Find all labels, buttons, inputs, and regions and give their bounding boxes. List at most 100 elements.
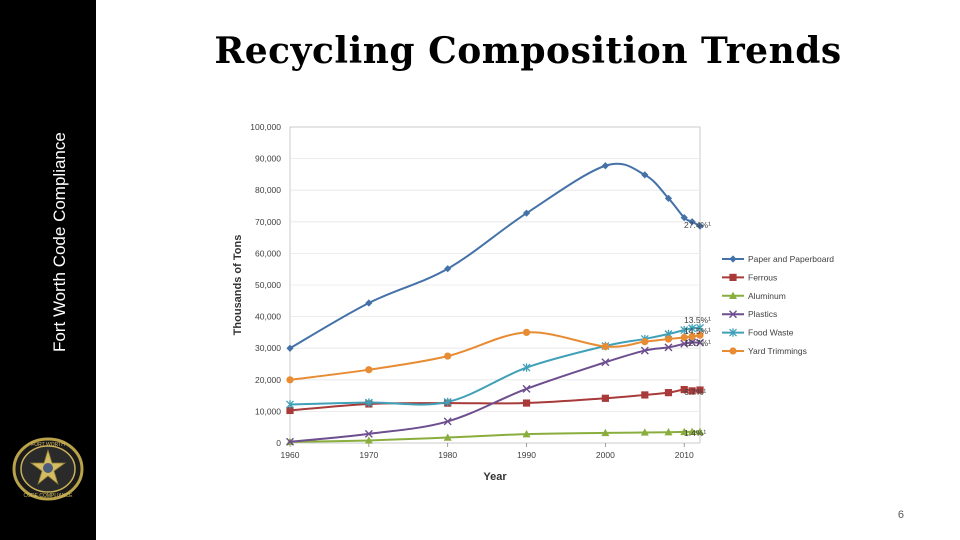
legend-marker-aluminum-shape xyxy=(729,291,737,299)
legend-marker-yard xyxy=(729,347,737,355)
data-point-ferrous xyxy=(286,406,294,415)
data-point-plastics xyxy=(443,417,452,426)
data-point-plastics-shape xyxy=(286,437,294,446)
data-point-ferrous xyxy=(601,394,609,402)
end-label-plastics: 12.7%¹ xyxy=(684,338,711,348)
series-line-aluminum xyxy=(289,430,701,443)
badge-text-top: FORT WORTH xyxy=(31,442,65,448)
legend-label-ferrous: Ferrous xyxy=(748,272,777,282)
end-label-ferrous: 6.7%¹ xyxy=(684,387,706,397)
y-tick-label: 30,000 xyxy=(255,343,281,353)
data-point-plastics-shape xyxy=(664,343,673,352)
x-tick-label: 1990 xyxy=(517,450,536,460)
y-tick-label: 90,000 xyxy=(255,154,281,164)
end-label-yard: 13.5%¹ xyxy=(684,315,711,325)
data-point-yard-shape xyxy=(696,331,704,339)
x-tick-label: 2000 xyxy=(596,450,615,460)
y-tick-label: 60,000 xyxy=(255,248,281,258)
data-point-food xyxy=(443,397,452,407)
y-tick-label: 0 xyxy=(276,438,281,448)
data-point-plastics-shape xyxy=(522,384,531,393)
data-point-paper-shape xyxy=(641,171,649,179)
end-label-paper: 27.4%¹ xyxy=(684,220,711,230)
x-axis-title: Year xyxy=(483,471,507,483)
data-point-aluminum xyxy=(680,427,689,436)
data-point-paper xyxy=(522,209,531,217)
series-line-plastics xyxy=(289,341,701,443)
data-point-aluminum-shape xyxy=(522,429,531,438)
legend-label-aluminum: Aluminum xyxy=(748,291,786,301)
data-point-yard xyxy=(522,328,531,336)
slide-title: Recycling Composition Trends xyxy=(214,30,842,72)
data-point-aluminum xyxy=(688,427,697,436)
data-point-food-shape xyxy=(696,323,704,333)
page-number: 6 xyxy=(897,509,904,521)
data-point-paper-shape xyxy=(696,222,704,230)
data-point-ferrous xyxy=(696,386,704,394)
legend-label-paper: Paper and Paperboard xyxy=(748,254,834,264)
data-point-paper-shape xyxy=(522,209,531,217)
data-point-paper xyxy=(680,214,688,222)
data-point-plastics xyxy=(640,346,649,355)
data-point-ferrous xyxy=(522,399,531,407)
data-point-paper-shape xyxy=(680,214,688,222)
legend-marker-aluminum xyxy=(729,291,737,299)
legend-marker-ferrous-shape xyxy=(729,273,737,281)
data-point-plastics-shape xyxy=(640,346,649,355)
data-point-paper-shape xyxy=(286,344,294,352)
data-point-ferrous-shape xyxy=(680,385,688,394)
data-point-aluminum-shape xyxy=(680,427,689,436)
badge-text-bottom: CODE COMPLIANCE xyxy=(24,493,74,499)
data-point-plastics xyxy=(696,338,704,347)
series-line-ferrous xyxy=(289,388,701,412)
data-point-food xyxy=(286,400,294,409)
data-point-ferrous-shape xyxy=(522,399,531,407)
data-point-food xyxy=(364,398,373,407)
data-point-food-shape xyxy=(688,324,697,333)
legend-marker-paper-shape xyxy=(729,255,737,263)
data-point-aluminum xyxy=(364,436,373,444)
data-point-paper xyxy=(696,222,704,230)
sidebar: Fort Worth Code Compliance FORT WORTH CO… xyxy=(0,0,96,540)
data-point-paper xyxy=(688,218,696,226)
data-point-yard-shape xyxy=(444,352,452,360)
data-point-food-shape xyxy=(286,400,294,409)
data-point-yard xyxy=(444,352,452,360)
legend-label-food: Food Waste xyxy=(748,328,794,338)
data-point-ferrous xyxy=(680,385,688,394)
x-tick-label: 1960 xyxy=(281,450,300,460)
legend-label-yard: Yard Trimmings xyxy=(748,346,807,356)
data-point-plastics xyxy=(680,339,689,348)
data-point-paper-shape xyxy=(601,162,609,170)
data-point-plastics-shape xyxy=(443,417,452,426)
data-point-ferrous xyxy=(641,391,649,399)
data-point-aluminum-shape xyxy=(688,427,697,436)
data-point-ferrous-shape xyxy=(641,391,649,399)
end-label-food: 14.5%¹ xyxy=(684,326,711,336)
y-axis-title: Thousands of Tons xyxy=(232,235,244,336)
data-point-aluminum xyxy=(696,427,704,436)
data-point-food-shape xyxy=(364,398,373,407)
data-point-aluminum-shape xyxy=(696,427,704,436)
data-point-aluminum xyxy=(522,429,531,438)
data-point-yard-shape xyxy=(641,338,649,346)
y-tick-label: 50,000 xyxy=(255,280,281,290)
data-point-yard xyxy=(365,366,373,374)
data-point-yard-shape xyxy=(664,335,673,343)
legend-marker-yard-shape xyxy=(729,347,737,355)
data-point-plastics xyxy=(688,338,697,347)
data-point-aluminum-shape xyxy=(601,428,610,437)
legend-marker-paper xyxy=(729,255,737,263)
data-point-yard xyxy=(601,342,609,351)
badge-center xyxy=(43,463,53,473)
data-point-yard-shape xyxy=(680,333,688,342)
data-point-food xyxy=(696,323,704,333)
y-tick-label: 40,000 xyxy=(255,312,281,322)
legend-label-plastics: Plastics xyxy=(748,309,777,319)
data-point-ferrous xyxy=(664,389,673,397)
legend-marker-ferrous xyxy=(729,273,737,281)
data-point-yard-shape xyxy=(522,328,531,336)
data-point-food-shape xyxy=(522,363,531,372)
data-point-plastics-shape xyxy=(680,339,689,348)
data-point-yard xyxy=(641,338,649,346)
